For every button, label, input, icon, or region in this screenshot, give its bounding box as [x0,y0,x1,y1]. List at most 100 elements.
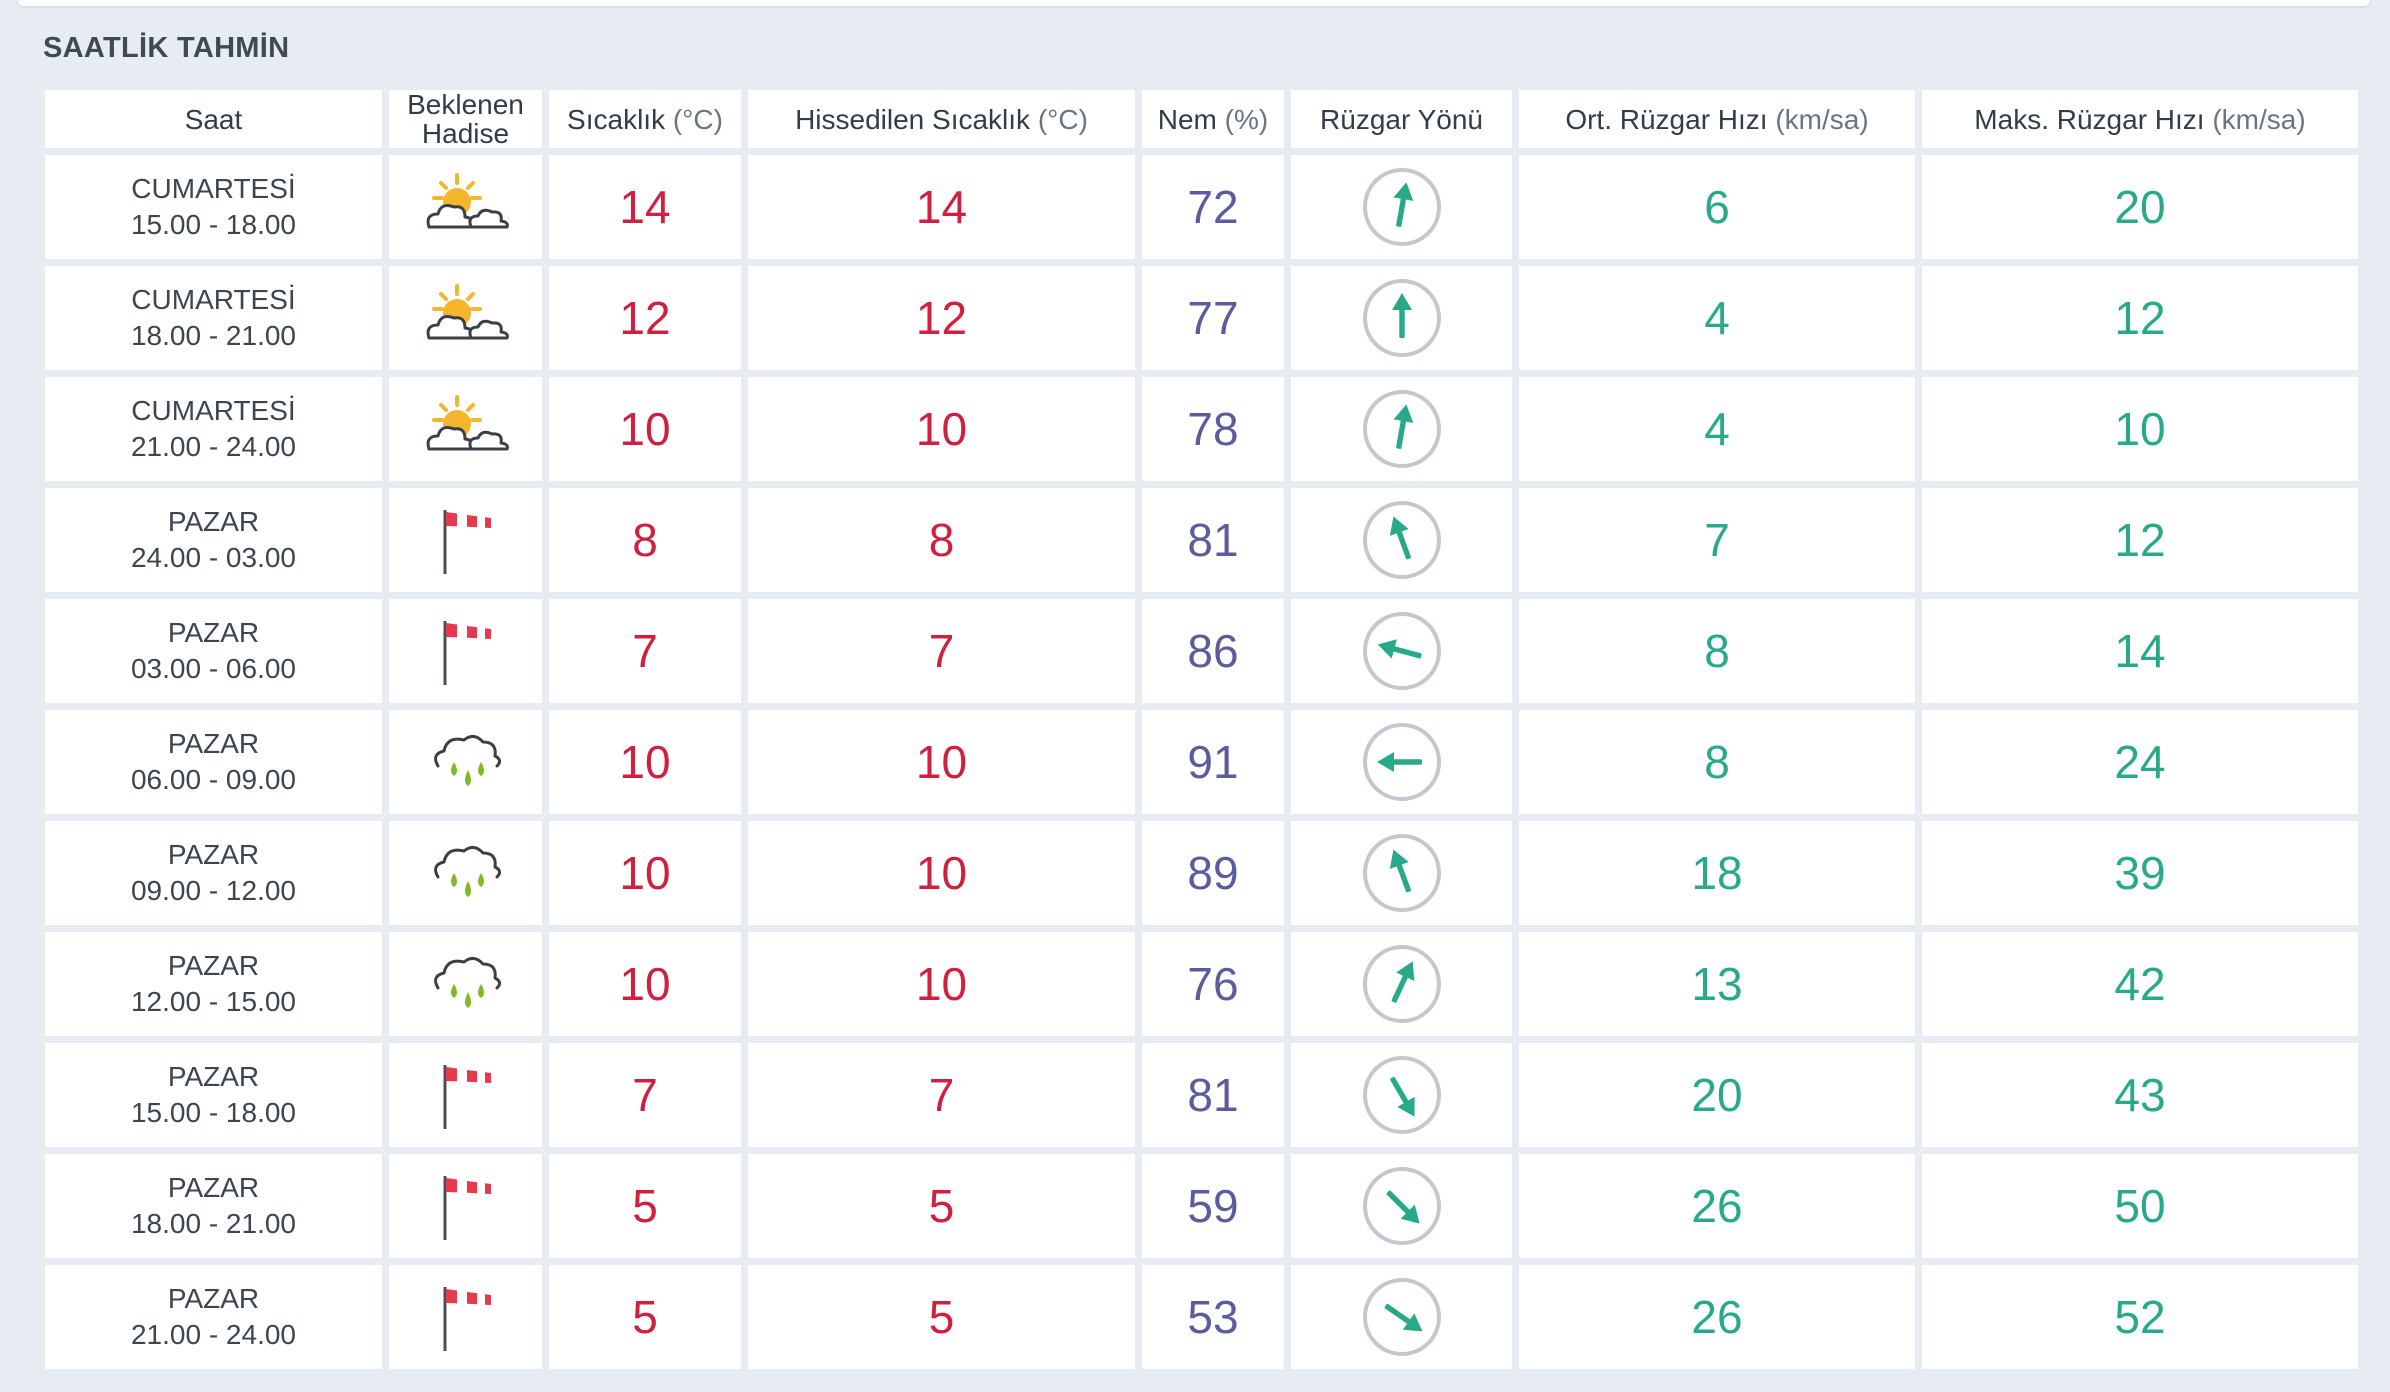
wind-avg-value: 8 [1519,599,1915,703]
wind-avg-value: 4 [1519,266,1915,370]
feels-like-value: 10 [748,932,1135,1036]
time-range: 15.00 - 18.00 [130,1097,297,1128]
day-label: PAZAR [167,1061,260,1092]
table-row: CUMARTESİ 21.00 - 24.00 10 10 78 4 10 [45,377,2358,481]
top-card [18,0,2370,6]
wind-max-value: 14 [1922,599,2358,703]
header-temperature-label: Sıcaklık [567,103,666,135]
wind-avg-value: 13 [1519,932,1915,1036]
time-range: 15.00 - 18.00 [130,209,297,240]
temperature-value: 7 [549,599,741,703]
wind-max-value: 12 [1922,488,2358,592]
header-feels-like-label: Hissedilen Sıcaklık [795,103,1031,135]
wind-direction-icon [1361,1054,1443,1136]
humidity-value: 91 [1142,710,1284,814]
wind-avg-value: 7 [1519,488,1915,592]
wind-direction-cell [1291,932,1512,1036]
day-label: PAZAR [167,950,260,981]
table-row: PAZAR 18.00 - 21.00 5 5 59 26 50 [45,1154,2358,1258]
time-range: 21.00 - 24.00 [130,1319,297,1350]
table-row: PAZAR 24.00 - 03.00 8 8 81 7 12 [45,488,2358,592]
humidity-value: 59 [1142,1154,1284,1258]
time-cell: PAZAR 03.00 - 06.00 [45,599,382,703]
feels-like-value: 10 [748,710,1135,814]
time-range: 12.00 - 15.00 [130,986,297,1017]
header-wind-avg-unit: (km/sa) [1775,103,1869,135]
wind-max-value: 43 [1922,1043,2358,1147]
header-temperature: Sıcaklık (°C) [549,90,741,148]
feels-like-value: 7 [748,1043,1135,1147]
wind-direction-cell [1291,1265,1512,1369]
table-row: PAZAR 21.00 - 24.00 5 5 53 26 52 [45,1265,2358,1369]
wind-max-value: 42 [1922,932,2358,1036]
wind-direction-icon [1361,610,1443,692]
humidity-value: 89 [1142,821,1284,925]
wind-direction-cell [1291,488,1512,592]
weather-cell [389,1265,542,1369]
time-range: 03.00 - 06.00 [130,653,297,684]
table-row: PAZAR 12.00 - 15.00 10 10 76 13 42 [45,932,2358,1036]
wind-avg-value: 26 [1519,1154,1915,1258]
rain-icon [421,837,511,909]
day-label: PAZAR [167,617,260,648]
windy-flag-icon [421,1170,511,1242]
temperature-value: 10 [549,377,741,481]
wind-max-value: 10 [1922,377,2358,481]
partly-cloudy-icon [421,393,511,465]
time-cell: CUMARTESİ 21.00 - 24.00 [45,377,382,481]
temperature-value: 5 [549,1154,741,1258]
time-range: 18.00 - 21.00 [130,1208,297,1239]
time-range: 24.00 - 03.00 [130,542,297,573]
header-humidity-label: Nem [1157,103,1217,135]
table-row: PAZAR 09.00 - 12.00 10 10 89 18 39 [45,821,2358,925]
humidity-value: 78 [1142,377,1284,481]
partly-cloudy-icon [421,282,511,354]
header-hadise-line1: Beklenen [407,89,524,120]
time-cell: PAZAR 21.00 - 24.00 [45,1265,382,1369]
temperature-value: 8 [549,488,741,592]
wind-max-value: 20 [1922,155,2358,259]
header-wind-direction-label: Rüzgar Yönü [1320,103,1483,135]
rain-icon [421,726,511,798]
time-cell: PAZAR 18.00 - 21.00 [45,1154,382,1258]
wind-direction-icon [1361,499,1443,581]
wind-direction-icon [1361,943,1443,1025]
day-label: PAZAR [167,506,260,537]
weather-cell [389,821,542,925]
windy-flag-icon [421,615,511,687]
day-label: PAZAR [167,839,260,870]
header-feels-like: Hissedilen Sıcaklık (°C) [748,90,1135,148]
temperature-value: 5 [549,1265,741,1369]
wind-direction-icon [1361,277,1443,359]
day-label: CUMARTESİ [131,173,296,204]
header-wind-direction: Rüzgar Yönü [1291,90,1512,148]
wind-direction-cell [1291,599,1512,703]
table-row: CUMARTESİ 15.00 - 18.00 14 14 72 6 20 [45,155,2358,259]
weather-cell [389,932,542,1036]
header-saat: Saat [45,90,382,148]
header-hadise: Beklenen Hadise [389,90,542,148]
humidity-value: 76 [1142,932,1284,1036]
wind-max-value: 39 [1922,821,2358,925]
wind-direction-cell [1291,155,1512,259]
temperature-value: 12 [549,266,741,370]
wind-max-value: 24 [1922,710,2358,814]
header-humidity: Nem (%) [1142,90,1284,148]
windy-flag-icon [421,1059,511,1131]
wind-max-value: 12 [1922,266,2358,370]
wind-direction-icon [1361,1276,1443,1358]
feels-like-value: 5 [748,1154,1135,1258]
weather-cell [389,155,542,259]
wind-direction-cell [1291,1043,1512,1147]
time-cell: PAZAR 24.00 - 03.00 [45,488,382,592]
weather-cell [389,710,542,814]
header-hadise-line2: Hadise [421,118,510,149]
feels-like-value: 14 [748,155,1135,259]
windy-flag-icon [421,1281,511,1353]
section-title: SAATLİK TAHMİN [43,32,290,64]
time-cell: PAZAR 06.00 - 09.00 [45,710,382,814]
temperature-value: 10 [549,710,741,814]
humidity-value: 53 [1142,1265,1284,1369]
header-wind-avg-label: Ort. Rüzgar Hızı [1565,103,1768,135]
table-row: PAZAR 15.00 - 18.00 7 7 81 20 43 [45,1043,2358,1147]
